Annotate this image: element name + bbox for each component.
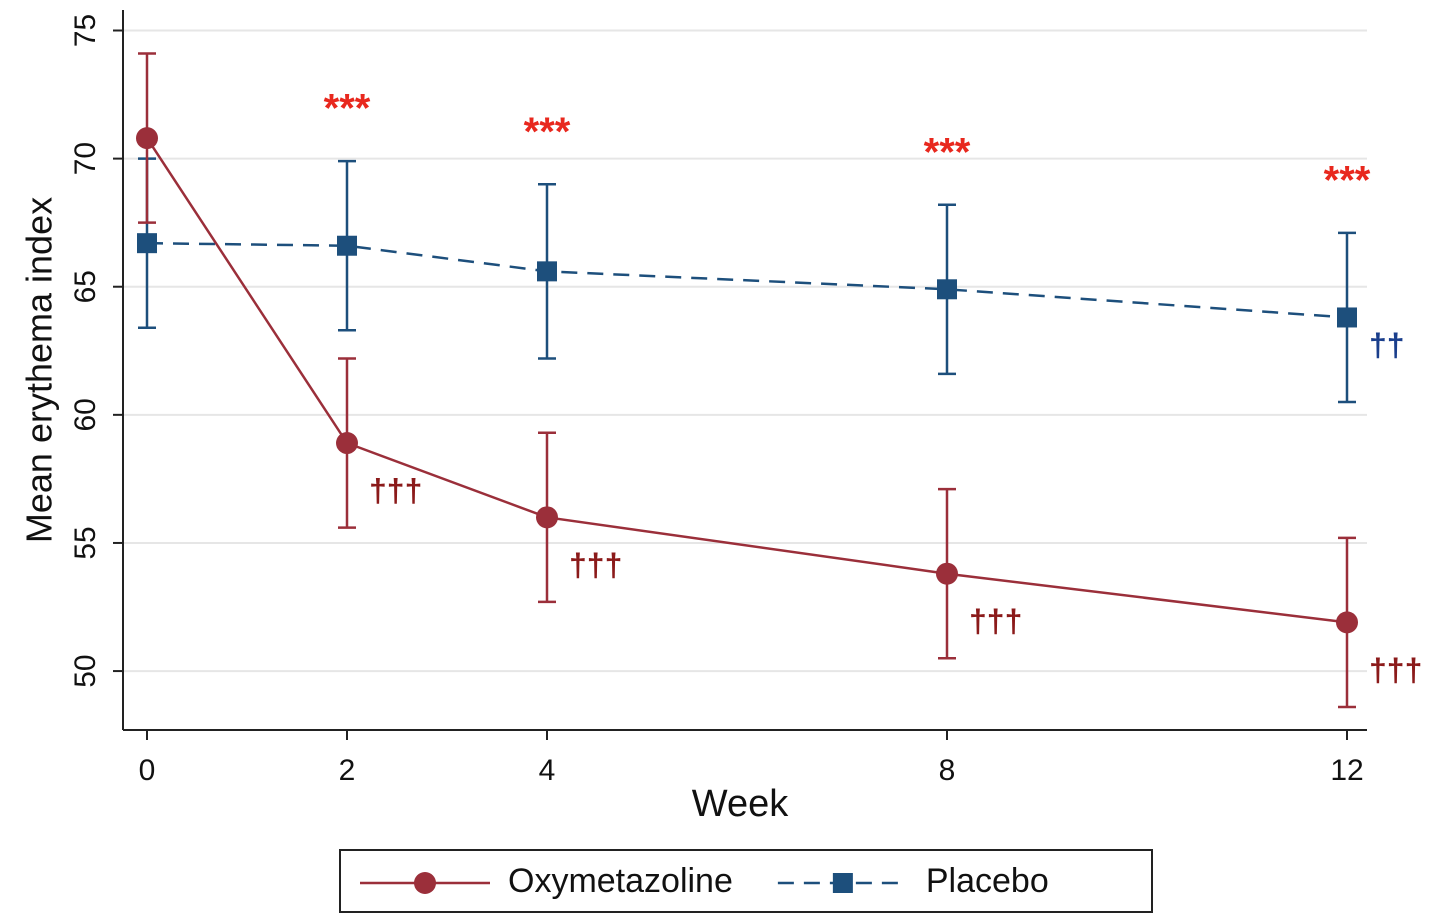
legend-label: Placebo [926, 862, 1049, 900]
legend-marker [833, 873, 853, 893]
point-label: ††† [969, 603, 1022, 639]
y-tick-label: 65 [69, 270, 102, 303]
y-tick-label: 50 [69, 654, 102, 687]
marker [336, 432, 358, 454]
x-tick-label: 4 [539, 754, 556, 787]
x-axis-label: Week [692, 783, 789, 825]
legend-label: Oxymetazoline [508, 862, 733, 900]
marker [537, 261, 557, 281]
marker [536, 506, 558, 528]
significance-label: *** [924, 130, 971, 174]
legend-marker [414, 872, 436, 894]
y-tick-label: 55 [69, 526, 102, 559]
x-tick-label: 8 [939, 754, 956, 787]
series-line [147, 243, 1347, 317]
marker [136, 127, 158, 149]
x-tick-label: 12 [1330, 754, 1363, 787]
marker [337, 236, 357, 256]
y-tick-label: 60 [69, 398, 102, 431]
marker [936, 563, 958, 585]
x-tick-label: 2 [339, 754, 356, 787]
y-tick-label: 75 [69, 14, 102, 47]
x-tick-label: 0 [139, 754, 156, 787]
point-label: ††† [569, 547, 622, 583]
point-label: ††† [1369, 652, 1422, 688]
marker [137, 233, 157, 253]
y-tick-label: 70 [69, 142, 102, 175]
point-label: †† [1369, 327, 1405, 363]
point-label: ††† [369, 472, 422, 508]
significance-label: *** [524, 110, 571, 154]
y-axis-label: Mean erythema index [19, 197, 60, 543]
marker [937, 279, 957, 299]
significance-label: *** [324, 87, 371, 131]
marker [1336, 611, 1358, 633]
chart: Week Mean erythema index 50 55 60 65 70 75 0 2 4… [0, 0, 1445, 914]
significance-label: *** [1324, 158, 1371, 202]
series-line [147, 138, 1347, 622]
marker [1337, 307, 1357, 327]
